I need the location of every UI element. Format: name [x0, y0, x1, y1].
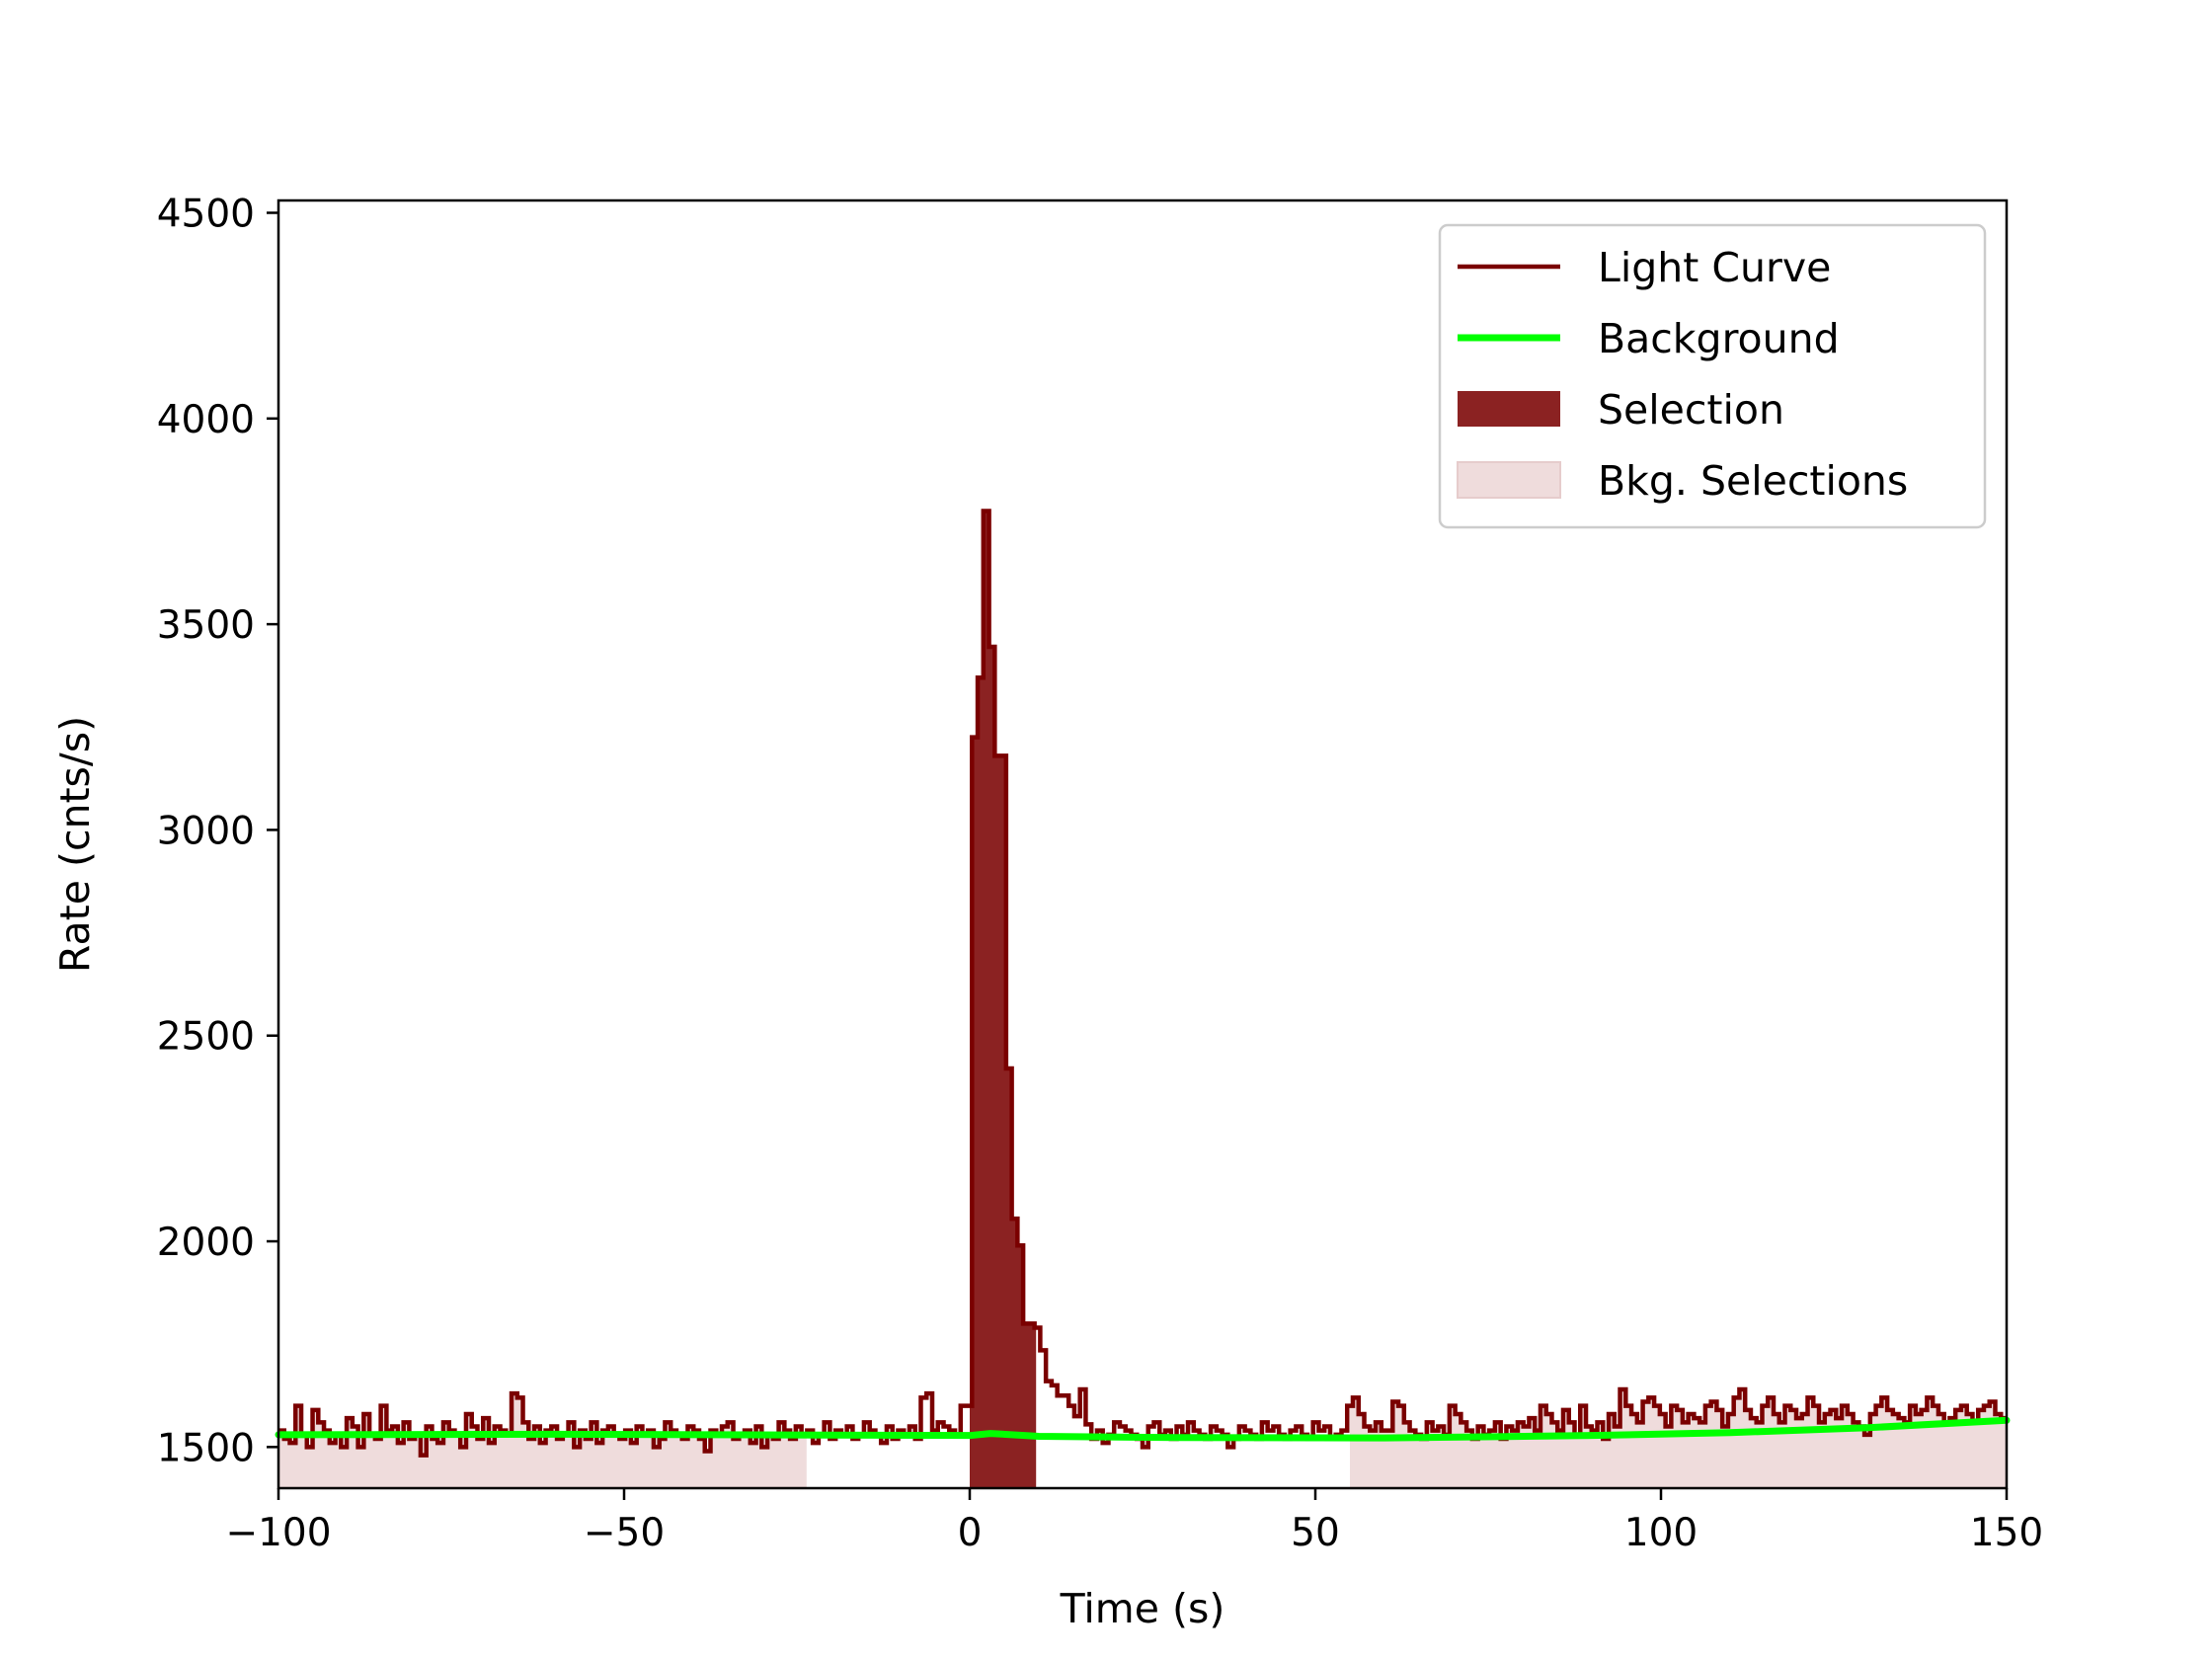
x-tick-label: 150: [1970, 1511, 2043, 1555]
legend-swatch: [1457, 461, 1561, 499]
legend: Light Curve Background Selection Bkg. Selec…: [1438, 223, 1987, 529]
y-tick-label: 3000: [157, 809, 255, 853]
y-tick-label: 2000: [157, 1221, 255, 1265]
legend-label: Selection: [1598, 386, 1784, 434]
y-tick-label: 1500: [157, 1426, 255, 1470]
y-axis: 1500 2000 2500 3000 3500 4000 4500: [157, 192, 278, 1470]
legend-label: Light Curve: [1598, 244, 1831, 291]
bkg-selection-fill-0: [278, 1393, 807, 1488]
bkg-selection-region-0: [278, 200, 807, 1488]
x-tick-label: −50: [584, 1511, 665, 1555]
x-tick-label: −100: [225, 1511, 331, 1555]
x-axis: −100 −50 0 50 100 150: [225, 1488, 2043, 1555]
y-tick-label: 3500: [157, 603, 255, 648]
legend-label: Background: [1598, 315, 1840, 362]
selection-layer: [970, 511, 1037, 1488]
selection-fill: [970, 511, 1037, 1488]
legend-items: Light Curve Background Selection Bkg. Selec…: [1457, 244, 1908, 505]
plot-area: [275, 200, 2011, 1488]
background-model-layer: [275, 1416, 2011, 1442]
legend-swatch: [1458, 391, 1560, 427]
y-tick-label: 4500: [157, 192, 255, 236]
axes-frame: [276, 198, 2009, 1490]
x-tick-label: 100: [1624, 1511, 1698, 1555]
x-tick-label: 0: [958, 1511, 983, 1555]
legend-label: Bkg. Selections: [1598, 457, 1908, 505]
y-tick-label: 2500: [157, 1015, 255, 1060]
x-axis-label: Time (s): [1060, 1585, 1225, 1632]
legend-box: [1438, 223, 1987, 529]
y-tick-label: 4000: [157, 398, 255, 442]
background-model-line: [275, 1416, 2011, 1442]
x-tick-label: 50: [1291, 1511, 1340, 1555]
y-axis-label: Rate (cnts/s): [51, 716, 99, 973]
